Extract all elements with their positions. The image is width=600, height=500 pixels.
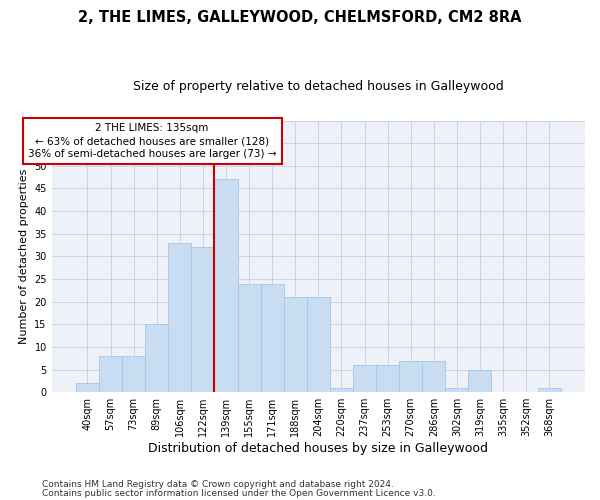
Text: 2 THE LIMES: 135sqm
← 63% of detached houses are smaller (128)
36% of semi-detac: 2 THE LIMES: 135sqm ← 63% of detached ho… bbox=[28, 123, 277, 159]
Bar bbox=[284, 297, 307, 392]
Bar bbox=[214, 180, 238, 392]
Bar bbox=[330, 388, 353, 392]
Bar bbox=[191, 248, 214, 392]
Bar bbox=[260, 284, 284, 392]
Bar bbox=[76, 383, 99, 392]
Bar bbox=[122, 356, 145, 392]
Text: Contains public sector information licensed under the Open Government Licence v3: Contains public sector information licen… bbox=[42, 488, 436, 498]
Bar bbox=[445, 388, 469, 392]
Bar bbox=[538, 388, 561, 392]
Bar bbox=[145, 324, 168, 392]
Bar bbox=[376, 365, 399, 392]
Bar bbox=[307, 297, 330, 392]
X-axis label: Distribution of detached houses by size in Galleywood: Distribution of detached houses by size … bbox=[148, 442, 488, 455]
Bar bbox=[469, 370, 491, 392]
Bar bbox=[422, 360, 445, 392]
Bar bbox=[238, 284, 260, 392]
Bar bbox=[353, 365, 376, 392]
Bar bbox=[168, 243, 191, 392]
Text: 2, THE LIMES, GALLEYWOOD, CHELMSFORD, CM2 8RA: 2, THE LIMES, GALLEYWOOD, CHELMSFORD, CM… bbox=[78, 10, 522, 25]
Text: Contains HM Land Registry data © Crown copyright and database right 2024.: Contains HM Land Registry data © Crown c… bbox=[42, 480, 394, 489]
Bar bbox=[99, 356, 122, 392]
Title: Size of property relative to detached houses in Galleywood: Size of property relative to detached ho… bbox=[133, 80, 504, 93]
Y-axis label: Number of detached properties: Number of detached properties bbox=[19, 168, 29, 344]
Bar bbox=[399, 360, 422, 392]
